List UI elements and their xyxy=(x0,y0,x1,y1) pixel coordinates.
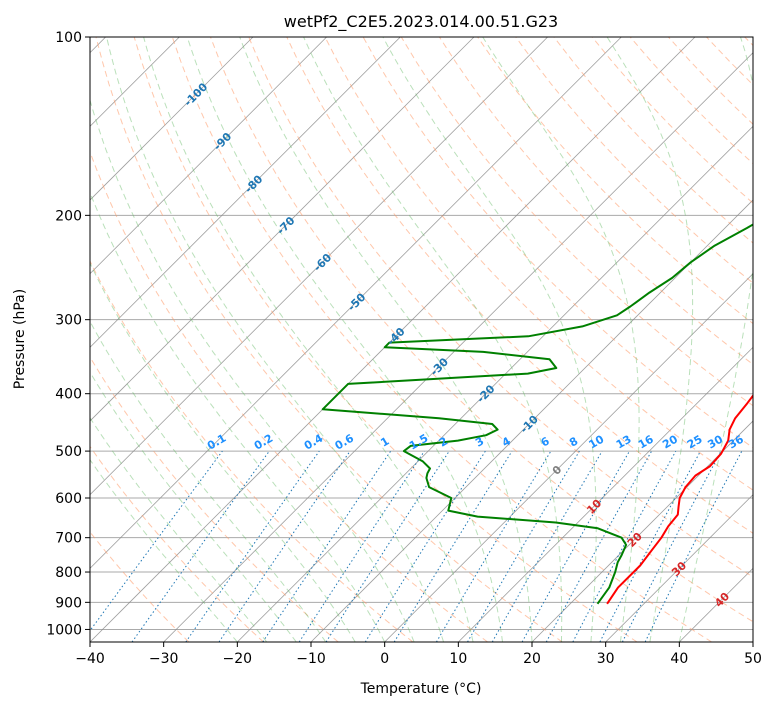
y-tick-label: 300 xyxy=(55,313,82,329)
x-tick-label: −30 xyxy=(149,651,179,667)
isotherm-gridlines xyxy=(90,37,753,642)
dry-adiabat-line xyxy=(515,37,753,284)
mixing-ratio-line xyxy=(131,450,270,642)
dry-adiabat-line xyxy=(133,37,638,642)
mixing-ratio-line xyxy=(218,450,351,642)
y-tick-label: 900 xyxy=(55,595,82,611)
mixing-ratio-lines xyxy=(90,450,743,642)
y-tick-label: 700 xyxy=(55,531,82,547)
y-tick-label: 400 xyxy=(55,387,82,403)
moist-adiabat-line xyxy=(482,37,640,642)
mixing-ratio-line xyxy=(262,450,392,642)
moist-adiabat-line xyxy=(143,37,474,642)
dry-adiabat-line xyxy=(90,259,414,642)
temperature-profile-line xyxy=(606,394,753,605)
y-tick-label: 200 xyxy=(55,208,82,224)
x-tick-label: −10 xyxy=(296,651,326,667)
dry-adiabat-line xyxy=(171,37,712,642)
moist-adiabat-line xyxy=(90,416,268,642)
isotherm-line xyxy=(90,37,696,642)
x-axis-ticks: −40 −30 −20 −10 0 10 20 30 40 50 xyxy=(75,642,762,667)
moist-adiabat-line xyxy=(90,320,327,642)
isotherm-line xyxy=(90,37,401,348)
moist-adiabat-line xyxy=(90,191,386,642)
y-tick-label: 600 xyxy=(55,491,82,507)
isotherm-line xyxy=(458,346,753,642)
x-tick-label: 30 xyxy=(597,651,615,667)
profile-series xyxy=(321,223,753,605)
y-tick-label: 100 xyxy=(55,30,82,46)
dry-adiabat-line xyxy=(95,37,563,642)
isobar-gridlines xyxy=(90,37,753,630)
dewpoint-profile-line xyxy=(321,223,753,605)
moist-adiabat-line xyxy=(239,37,533,642)
mixing-ratio-line xyxy=(90,450,223,632)
x-tick-label: −20 xyxy=(223,651,253,667)
plot-frame xyxy=(89,36,754,643)
mixing-ratio-line xyxy=(644,450,743,642)
x-tick-label: 10 xyxy=(449,651,467,667)
dry-adiabat-line xyxy=(324,37,753,491)
x-tick-label: 20 xyxy=(523,651,541,667)
moist-adiabat-line xyxy=(90,98,415,642)
moist-adiabat-line xyxy=(382,37,597,642)
mixing-ratio-line xyxy=(572,450,677,642)
moist-adiabat-line xyxy=(606,37,694,642)
isotherm-line xyxy=(90,37,327,275)
y-tick-label: 500 xyxy=(55,444,82,460)
x-tick-label: 50 xyxy=(744,651,762,667)
moist-adiabat-line xyxy=(678,37,753,642)
x-tick-label: −40 xyxy=(75,651,105,667)
y-axis-ticks: 100 200 300 400 500 600 700 800 900 1000 xyxy=(46,30,90,638)
isotherm-line xyxy=(90,37,254,201)
y-axis-label: Pressure (hPa) xyxy=(12,289,28,389)
dry-adiabat-line xyxy=(210,37,753,623)
isotherm-line xyxy=(90,37,622,569)
dry-adiabat-line xyxy=(90,445,264,642)
mixing-ratio-line xyxy=(325,450,450,642)
y-tick-label: 1000 xyxy=(46,622,82,638)
dry-adiabat-line xyxy=(248,37,753,578)
y-tick-label: 800 xyxy=(55,565,82,581)
isotherm-line xyxy=(605,494,753,642)
isotherm-line xyxy=(90,37,548,496)
moist-adiabats xyxy=(90,37,753,642)
isotherm-line xyxy=(384,273,753,642)
mixing-ratio-line xyxy=(298,450,425,642)
x-axis-label: Temperature (°C) xyxy=(360,681,482,697)
isotherm-line xyxy=(531,420,753,642)
moist-adiabat-line xyxy=(90,458,238,642)
mixing-ratio-line xyxy=(393,450,513,642)
mixing-ratio-line xyxy=(521,450,630,642)
chart-title: wetPf2_C2E5.2023.014.00.51.G23 xyxy=(284,12,558,32)
plot-area: 0.1 0.2 0.4 0.6 1 1.5 2 3 4 6 8 10 13 16 20 25 30 36-100-… xyxy=(90,37,753,642)
moist-adiabat-line xyxy=(186,37,503,642)
isotherm-line xyxy=(237,125,753,642)
mixing-ratio-line xyxy=(185,450,320,642)
mixing-ratio-line xyxy=(545,450,653,642)
dry-adiabat-line xyxy=(90,356,339,642)
moist-adiabat-line xyxy=(106,37,445,642)
moist-adiabat-line xyxy=(90,371,297,642)
x-tick-label: 0 xyxy=(380,651,389,667)
x-tick-label: 40 xyxy=(670,651,688,667)
isotherm-line xyxy=(90,37,475,422)
moist-adiabat-line xyxy=(303,37,563,642)
dry-adiabats xyxy=(90,37,753,642)
moist-adiabat-line xyxy=(90,261,356,642)
